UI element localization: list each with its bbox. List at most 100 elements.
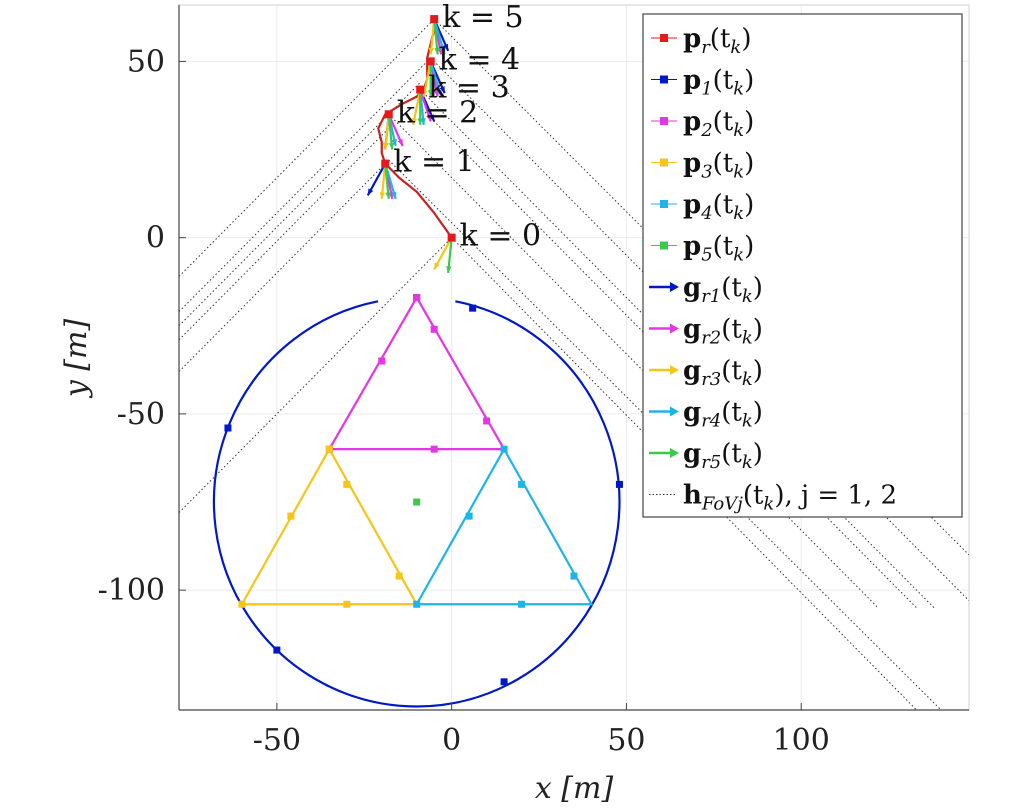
x-tick-label: -50 xyxy=(253,723,301,758)
agent-marker-p2 xyxy=(430,445,438,453)
legend-label-part: p xyxy=(683,190,701,220)
legend-label-part: (t xyxy=(713,149,734,179)
legend-label-part: k xyxy=(733,79,744,100)
legend-label-part: k xyxy=(742,452,753,473)
legend-arrow-head xyxy=(670,448,679,458)
legend-label-part: r1 xyxy=(701,286,721,307)
bearing-arrow xyxy=(384,163,391,199)
x-tick-label: 50 xyxy=(607,723,645,758)
bearing-arrow xyxy=(428,18,436,55)
legend-label-part: (t xyxy=(713,232,734,262)
legend-label-part: (t xyxy=(721,273,742,303)
legend-label-part: ) xyxy=(741,24,751,54)
legend-marker xyxy=(660,158,668,167)
agent-marker-p4 xyxy=(518,480,526,488)
agent-marker-p2 xyxy=(483,417,491,425)
legend-arrow-head xyxy=(670,282,679,292)
legend-label-part: k xyxy=(742,328,753,349)
legend-box xyxy=(642,13,963,518)
legend-label-part: r xyxy=(701,37,711,58)
legend-entry: hFoVj(tk), j = 1, 2 xyxy=(649,481,897,515)
legend-entry: gr4(tk) xyxy=(649,398,763,432)
legend-marker xyxy=(660,34,668,42)
legend-label-part: 5 xyxy=(701,245,712,266)
fov-line xyxy=(179,159,390,372)
legend-label-part: 3 xyxy=(701,162,712,183)
legend-entry: p5(tk) xyxy=(651,232,754,266)
legend-entry: gr3(tk) xyxy=(649,356,763,390)
legend-label-part: r5 xyxy=(701,452,721,473)
legend-label-part: (t xyxy=(713,190,734,220)
formation-triangle-p3 xyxy=(240,446,419,606)
formation-triangle-p2 xyxy=(327,295,506,451)
x-tick-label: 0 xyxy=(442,723,461,758)
agent-marker-p5 xyxy=(413,498,421,506)
legend-label-part: FoVj xyxy=(701,494,743,515)
bearing-arrow-head xyxy=(443,43,449,51)
legend-entry: p1(tk) xyxy=(651,66,754,100)
bearing-arrow-head xyxy=(379,192,386,199)
k-label: k = 2 xyxy=(397,95,478,130)
bearing-arrow-head xyxy=(434,262,440,270)
legend-arrow-head xyxy=(670,323,679,334)
bearing-arrow xyxy=(429,61,443,97)
bearing-arrow-head xyxy=(434,47,440,55)
legend-marker xyxy=(660,117,668,125)
agent-marker-p2 xyxy=(430,325,438,333)
agent-marker-p3 xyxy=(325,445,333,453)
legend-label: p4(tk) xyxy=(683,190,754,224)
fov-line xyxy=(388,159,942,710)
bearing-arrow xyxy=(433,18,440,55)
legend: pr(tk)p1(tk)p2(tk)p3(tk)p4(tk)p5(tk)gr1(… xyxy=(642,13,963,518)
legend-entry: gr1(tk) xyxy=(649,273,763,307)
legend-marker xyxy=(660,75,668,84)
k-label: k = 3 xyxy=(428,71,509,106)
legend-label: hFoVj(tk), j = 1, 2 xyxy=(683,481,897,515)
bearing-arrow xyxy=(417,89,423,125)
agent-markers xyxy=(224,15,623,686)
legend-label-part: k xyxy=(733,245,744,266)
bearing-arrow-head xyxy=(385,192,391,199)
bearing-arrow xyxy=(387,113,404,147)
legend-label-part: g xyxy=(683,315,701,345)
legend-label-part: p xyxy=(683,149,701,179)
legend-marker xyxy=(660,241,668,250)
y-tick-label: 50 xyxy=(127,44,165,79)
agent-marker-p4 xyxy=(570,572,578,580)
legend-label-part: g xyxy=(683,356,701,386)
bearing-arrow-head xyxy=(388,142,395,150)
x-axis-label: x [m] xyxy=(535,771,614,806)
legend-label-part: ) xyxy=(744,107,754,137)
legend-label: p5(tk) xyxy=(683,232,754,266)
agent-marker-p1 xyxy=(469,304,477,312)
legend-label-part: k xyxy=(733,203,744,224)
robot-position-marker xyxy=(384,110,393,119)
k-label: k = 0 xyxy=(460,219,541,254)
legend-entry: p2(tk) xyxy=(651,107,754,141)
robot-position-marker xyxy=(416,85,425,94)
agent-marker-p2 xyxy=(413,294,421,302)
legend-label-part: k xyxy=(742,369,753,390)
bearing-arrow-head xyxy=(411,117,418,125)
legend-label-part: ) xyxy=(753,398,763,428)
agent-marker-p1 xyxy=(500,678,508,686)
legend-entry: p3(tk) xyxy=(651,149,754,183)
y-axis-label: y [m] xyxy=(59,319,94,400)
legend-label-part: r2 xyxy=(701,328,721,349)
legend-label-part: p xyxy=(683,107,701,137)
bearing-arrow-head xyxy=(391,139,398,146)
k-label: k = 5 xyxy=(442,0,523,35)
bearing-arrow-head xyxy=(426,114,432,122)
agent-marker-p4 xyxy=(518,600,526,608)
legend-label: gr5(tk) xyxy=(683,439,763,473)
y-tick-label: 0 xyxy=(146,221,165,256)
legend-label: pr(tk) xyxy=(683,24,751,58)
k-label: k = 1 xyxy=(393,145,474,180)
legend-label-part: ) xyxy=(753,439,763,469)
reference-path-line xyxy=(377,19,453,239)
legend-label: gr3(tk) xyxy=(683,356,763,390)
legend-label-part: (t xyxy=(721,315,742,345)
legend-label: p2(tk) xyxy=(683,107,754,141)
bearing-arrow xyxy=(411,89,422,126)
legend-label-part: g xyxy=(683,398,701,428)
